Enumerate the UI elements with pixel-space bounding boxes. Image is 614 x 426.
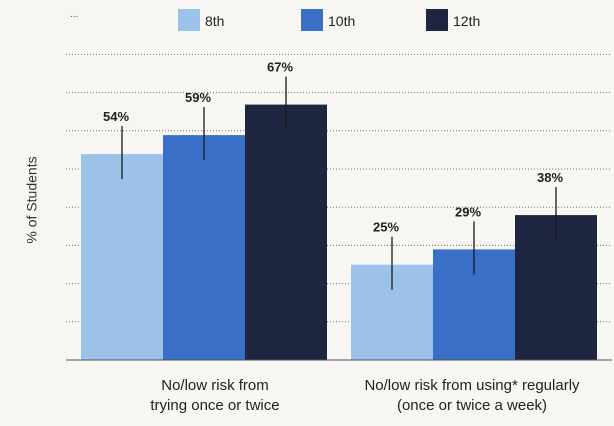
axis-tick-text: ... xyxy=(70,9,78,20)
bar xyxy=(81,154,163,360)
x-category-label-line: No/low risk from using* regularly xyxy=(364,377,580,394)
y-axis-label-text: % of Students xyxy=(24,156,41,244)
bars xyxy=(81,104,597,360)
value-label: 38% xyxy=(537,170,563,185)
legend-swatch xyxy=(426,9,448,31)
bar xyxy=(245,104,327,360)
y-axis-label: % of Students xyxy=(2,150,62,250)
x-category-label-line: trying once or twice xyxy=(150,397,280,414)
legend-label: 10th xyxy=(328,13,355,29)
value-label: 29% xyxy=(455,204,481,219)
value-label: 25% xyxy=(373,220,399,235)
legend: 8th 10th 12th xyxy=(178,9,480,31)
x-category-label: No/low risk from trying once or twice xyxy=(95,376,335,416)
legend-swatch xyxy=(178,9,200,31)
value-label: 54% xyxy=(103,109,129,124)
legend-swatch xyxy=(301,9,323,31)
value-labels: 54% 25% 59% 29% 67% 38% xyxy=(103,60,563,290)
bar xyxy=(163,135,245,360)
legend-label: 12th xyxy=(453,13,480,29)
value-label: 59% xyxy=(185,90,211,105)
x-category-label-line: (once or twice a week) xyxy=(396,397,548,414)
legend-label: 8th xyxy=(205,13,224,29)
x-category-label-line: No/low risk from xyxy=(161,377,269,394)
x-category-label: No/low risk from using* regularly (once … xyxy=(330,376,614,416)
value-label: 67% xyxy=(267,60,293,75)
